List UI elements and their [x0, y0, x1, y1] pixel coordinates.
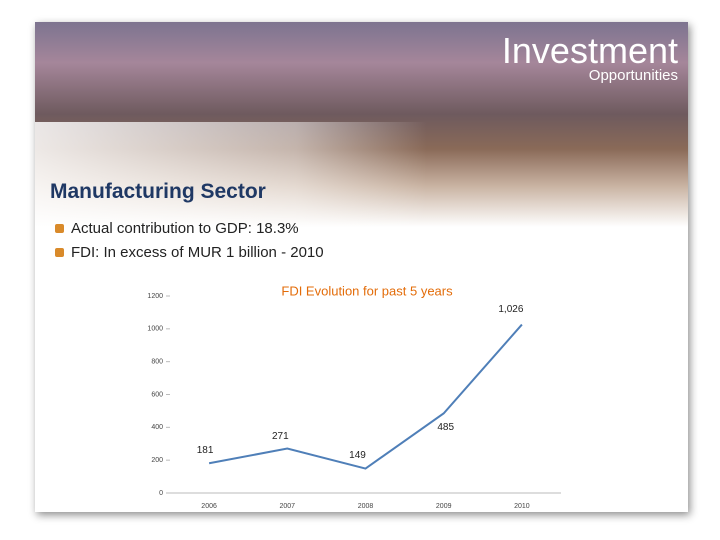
- y-tick-label: 1200: [147, 293, 163, 300]
- y-tick-label: 600: [151, 391, 163, 398]
- x-tick-label: 2006: [201, 503, 217, 510]
- x-tick-label: 2009: [436, 503, 452, 510]
- data-line: [208, 323, 523, 470]
- section-heading: Manufacturing Sector: [50, 180, 266, 203]
- x-tick-label: 2008: [358, 503, 374, 510]
- y-tick-label: 1000: [147, 326, 163, 333]
- value-label: 149: [349, 450, 366, 461]
- y-tick-label: 800: [151, 359, 163, 366]
- y-tick-label: 0: [159, 490, 163, 497]
- value-label: 181: [197, 445, 214, 456]
- value-label: 485: [437, 422, 454, 433]
- y-tick-label: 200: [151, 457, 163, 464]
- x-tick-label: 2007: [280, 503, 296, 510]
- header-title: Investment: [501, 30, 678, 71]
- photo-fade: [35, 122, 688, 232]
- value-label: 1,026: [498, 304, 523, 315]
- bullet: FDI: In excess of MUR 1 billion - 2010: [55, 244, 324, 261]
- chart-title: FDI Evolution for past 5 years: [281, 283, 453, 298]
- x-tick-label: 2010: [514, 503, 530, 510]
- y-tick-label: 400: [151, 424, 163, 431]
- bullet: Actual contribution to GDP: 18.3%: [55, 220, 299, 237]
- header-subtitle: Opportunities: [588, 67, 678, 84]
- slide: Investment Opportunities Manufacturing S…: [35, 22, 688, 512]
- value-label: 271: [272, 431, 289, 442]
